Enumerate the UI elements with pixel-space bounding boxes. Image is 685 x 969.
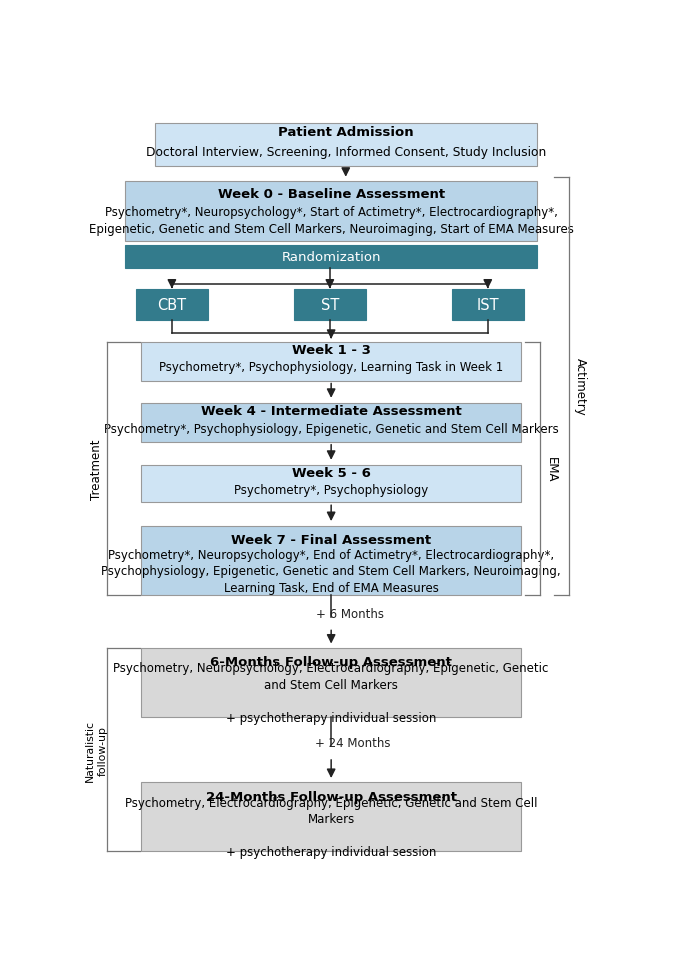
Text: Week 1 - 3: Week 1 - 3 (292, 344, 371, 357)
Text: + 6 Months: + 6 Months (316, 608, 384, 621)
FancyBboxPatch shape (125, 246, 537, 268)
Text: ST: ST (321, 297, 339, 313)
Text: Psychometry*, Psychophysiology: Psychometry*, Psychophysiology (234, 484, 428, 496)
Text: Psychometry, Electrocardiography, Epigenetic, Genetic and Stem Cell
Markers

+ p: Psychometry, Electrocardiography, Epigen… (125, 796, 538, 859)
Text: Treatment: Treatment (90, 439, 103, 499)
Text: Patient Admission: Patient Admission (278, 126, 414, 139)
Text: Psychometry*, Neuropsychology*, Start of Actimetry*, Electrocardiography*,
Epige: Psychometry*, Neuropsychology*, Start of… (89, 206, 573, 235)
Text: Week 0 - Baseline Assessment: Week 0 - Baseline Assessment (218, 187, 445, 201)
Text: Doctoral Interview, Screening, Informed Consent, Study Inclusion: Doctoral Interview, Screening, Informed … (146, 145, 546, 158)
FancyBboxPatch shape (141, 783, 521, 851)
Text: Psychometry*, Psychophysiology, Epigenetic, Genetic and Stem Cell Markers: Psychometry*, Psychophysiology, Epigenet… (104, 422, 558, 435)
FancyBboxPatch shape (136, 290, 208, 321)
Text: 6-Months Follow-up Assessment: 6-Months Follow-up Assessment (210, 655, 452, 669)
Text: Week 4 - Intermediate Assessment: Week 4 - Intermediate Assessment (201, 405, 462, 418)
FancyBboxPatch shape (141, 527, 521, 595)
FancyBboxPatch shape (141, 465, 521, 503)
Text: EMA: EMA (545, 456, 558, 482)
Text: Week 5 - 6: Week 5 - 6 (292, 466, 371, 480)
Text: Randomization: Randomization (282, 251, 381, 264)
FancyBboxPatch shape (294, 290, 366, 321)
Text: IST: IST (477, 297, 499, 313)
FancyBboxPatch shape (155, 124, 537, 167)
FancyBboxPatch shape (141, 648, 521, 717)
Text: Psychometry*, Psychophysiology, Learning Task in Week 1: Psychometry*, Psychophysiology, Learning… (159, 361, 503, 374)
Text: Psychometry, Neuropsychology, Electrocardiography, Epigenetic, Genetic
and Stem : Psychometry, Neuropsychology, Electrocar… (114, 662, 549, 724)
FancyBboxPatch shape (125, 182, 537, 241)
FancyBboxPatch shape (452, 290, 523, 321)
Text: Psychometry*, Neuropsychology*, End of Actimetry*, Electrocardiography*,
Psychop: Psychometry*, Neuropsychology*, End of A… (101, 548, 561, 594)
FancyBboxPatch shape (141, 342, 521, 381)
Text: 24-Months Follow-up Assessment: 24-Months Follow-up Assessment (206, 790, 457, 802)
Text: Actimetry: Actimetry (574, 358, 587, 416)
Text: Naturalistic
follow-up: Naturalistic follow-up (85, 719, 108, 781)
Text: + 24 Months: + 24 Months (314, 735, 390, 749)
Text: CBT: CBT (158, 297, 186, 313)
Text: Week 7 - Final Assessment: Week 7 - Final Assessment (231, 534, 432, 547)
FancyBboxPatch shape (141, 403, 521, 442)
